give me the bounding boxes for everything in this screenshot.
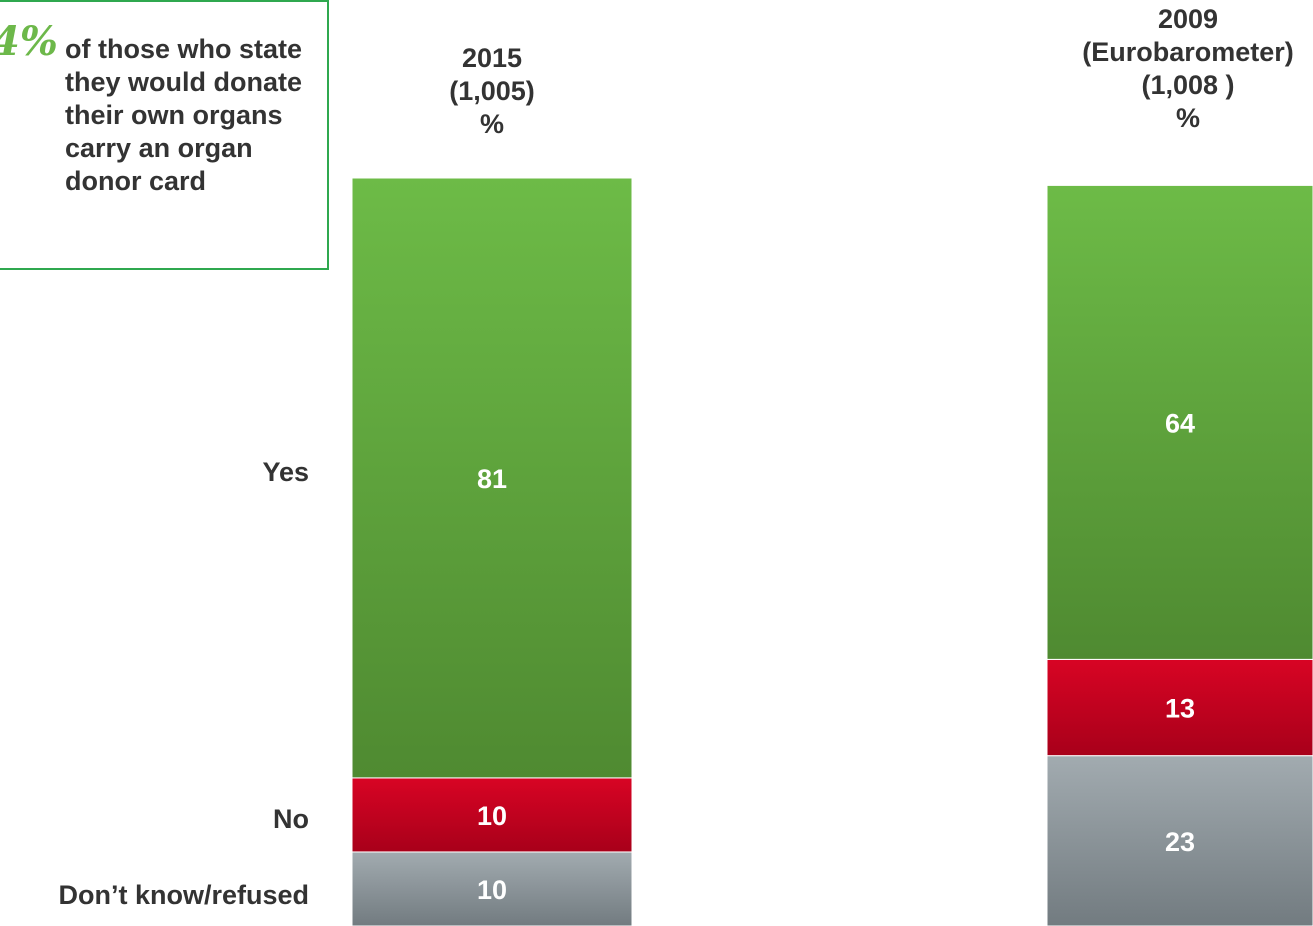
row-label-no: No [273, 804, 309, 834]
value-label-2015-yes: 81 [477, 464, 507, 494]
row-label-dont-know: Don’t know/refused [58, 880, 309, 910]
column-header-2015: 2015 (1,005) % [392, 42, 592, 141]
column-header-2009: 2009 (Eurobarometer) (1,008 ) % [1043, 3, 1313, 135]
column-header-2009-base: (1,008 ) [1141, 70, 1235, 100]
bar-2015-yes [351, 177, 633, 779]
callout-text: of those who state they would donate the… [65, 34, 303, 196]
column-header-2009-source: (Eurobarometer) [1082, 37, 1294, 67]
bar-2015-dont-know [351, 851, 633, 926]
donor-card-callout: 4% of those who state they would donate … [0, 0, 329, 270]
column-header-2015-unit: % [479, 109, 504, 139]
column-header-2009-unit: % [1175, 103, 1200, 133]
bar-2009-yes [1046, 184, 1313, 660]
bar-2015-no [351, 777, 633, 853]
bar-2009-no [1046, 658, 1313, 757]
column-header-2015-year: 2015 [461, 43, 523, 73]
value-label-2009-no: 13 [1165, 694, 1195, 724]
callout-percent: 4% [0, 18, 58, 65]
row-label-yes: Yes [262, 457, 309, 487]
column-header-2015-base: (1,005) [449, 76, 535, 106]
value-label-2015-dont-know: 10 [477, 875, 507, 905]
value-label-2009-yes: 64 [1165, 408, 1195, 438]
value-label-2009-dont-know: 23 [1165, 827, 1195, 857]
column-header-2009-year: 2009 [1157, 4, 1219, 34]
value-label-2015-no: 10 [477, 801, 507, 831]
